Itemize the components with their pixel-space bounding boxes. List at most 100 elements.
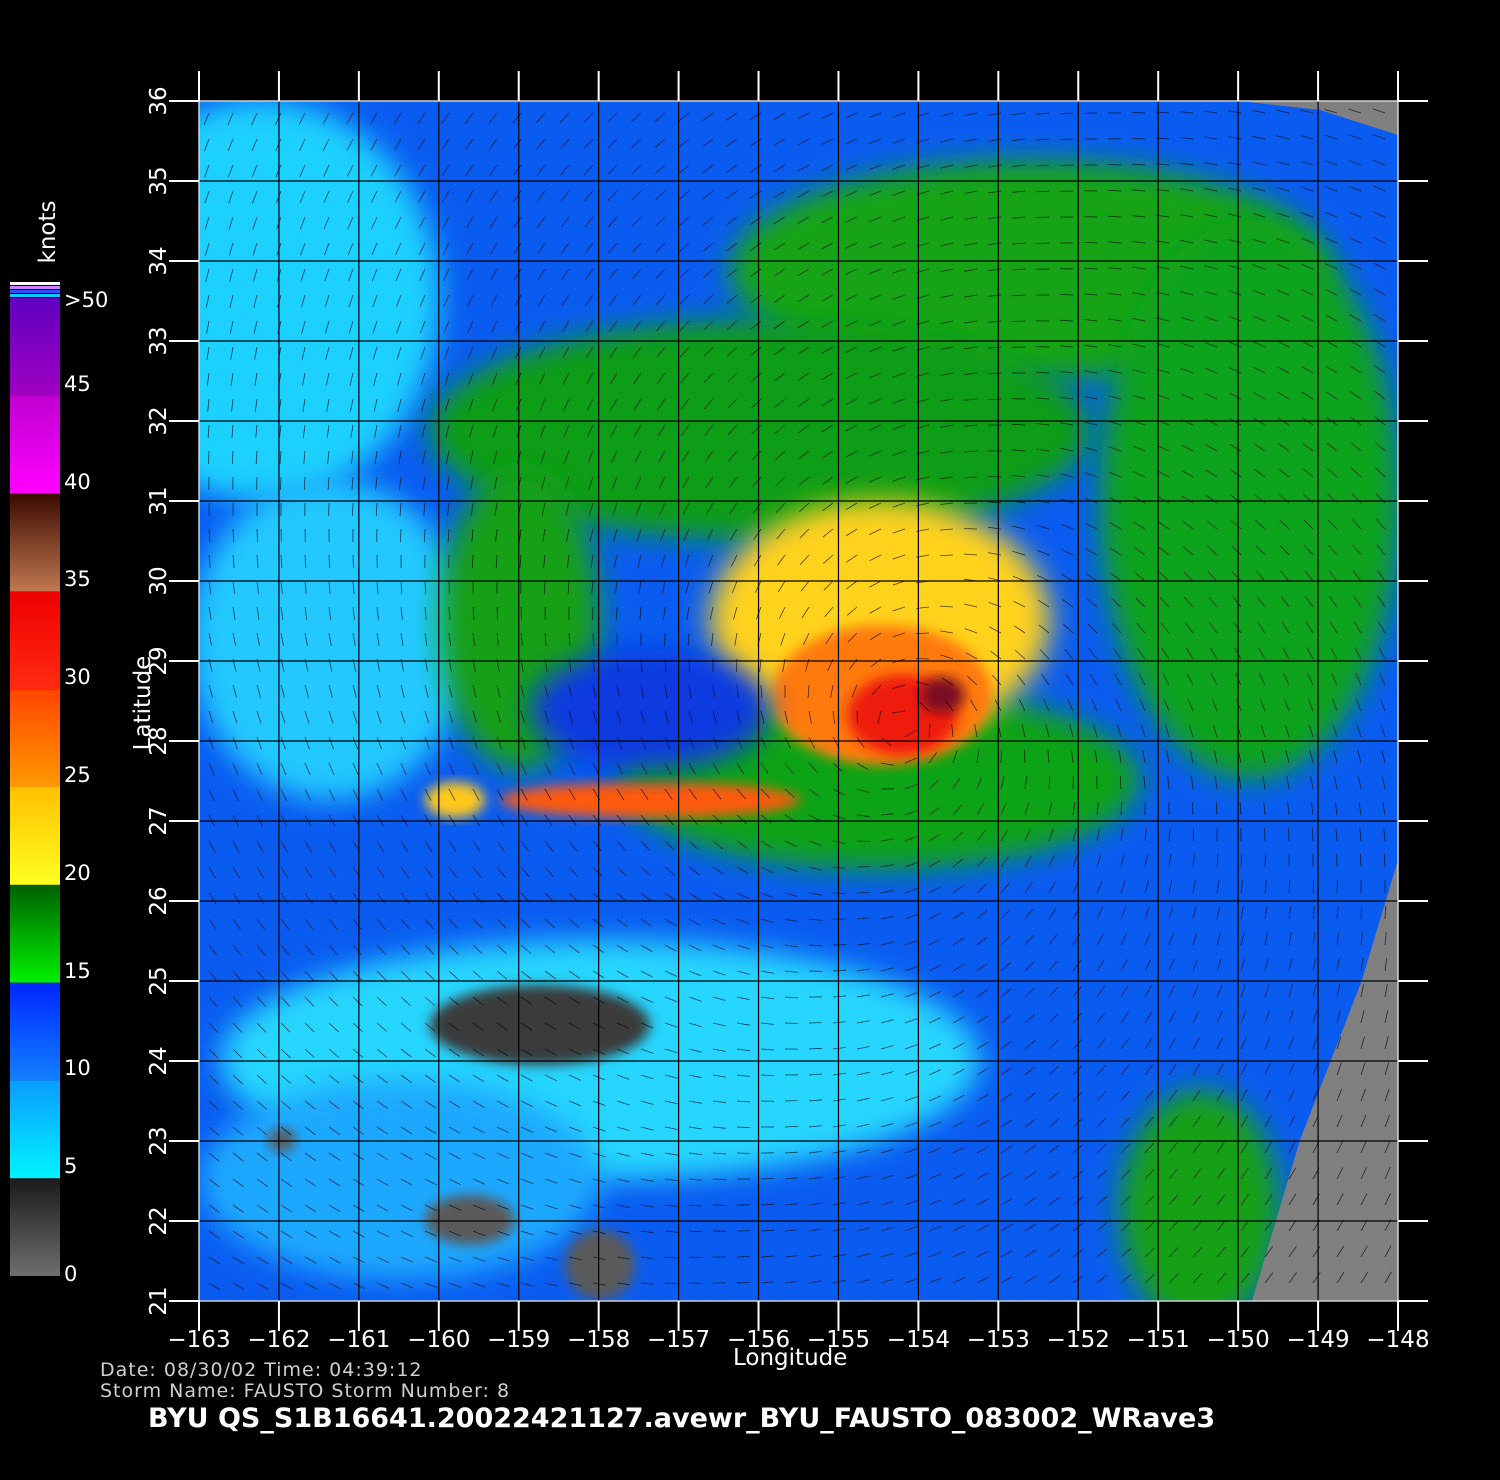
wind-barb: [592, 866, 603, 877]
wind-barb: [750, 268, 762, 278]
wind-barb: [1048, 987, 1059, 998]
wind-barb: [688, 1178, 702, 1181]
wind-barb: [664, 1022, 678, 1028]
wind-barb: [892, 164, 906, 170]
wind-barb: [904, 1122, 918, 1128]
wind-barb: [1115, 698, 1122, 712]
wind-barb: [856, 788, 870, 793]
wind-barb: [1168, 827, 1171, 842]
wind-barb: [976, 776, 983, 790]
wind-barb: [1348, 185, 1362, 192]
wind-barb: [1253, 341, 1266, 348]
wind-barb: [688, 1022, 702, 1028]
wind-barb: [1216, 1194, 1226, 1206]
wind-barb: [687, 632, 690, 647]
wind-barb: [1381, 750, 1386, 764]
wind-barb: [798, 424, 810, 434]
wind-barb: [784, 1151, 799, 1154]
wind-barb: [1260, 724, 1266, 738]
wind-barb: [1096, 828, 1100, 842]
wind-barb: [798, 450, 810, 460]
wind-barb: [1168, 1168, 1178, 1180]
wind-barb: [1088, 648, 1098, 660]
wind-barb: [1144, 1064, 1153, 1076]
wind-barb: [448, 1074, 461, 1083]
wind-barb: [1134, 547, 1146, 556]
wind-barb: [1084, 370, 1098, 374]
wind-barb: [632, 242, 642, 253]
wind-barb: [232, 1074, 243, 1085]
wind-barb: [656, 320, 666, 332]
wind-barb: [490, 268, 498, 281]
wind-barb: [302, 424, 306, 438]
wind-barb: [299, 190, 306, 204]
wind-barb: [496, 840, 505, 852]
wind-barb: [1048, 1196, 1060, 1206]
wind-barb: [304, 1230, 317, 1238]
colorbar-band: [10, 1178, 60, 1276]
wind-barb: [424, 684, 429, 698]
wind-barb: [1064, 648, 1074, 660]
wind-barb: [678, 190, 690, 200]
wind-barb: [940, 372, 954, 376]
wind-barb: [798, 398, 810, 407]
wind-barb: [1214, 776, 1218, 790]
wind-barb: [856, 994, 870, 998]
wind-barb: [1120, 1169, 1131, 1180]
wind-barb: [490, 242, 498, 255]
wind-barb: [1384, 1271, 1392, 1284]
wind-barb: [304, 1152, 316, 1161]
wind-barb: [520, 996, 532, 1005]
wind-barb: [1011, 449, 1026, 452]
wind-barb: [880, 1226, 894, 1232]
wind-barb: [280, 788, 287, 801]
wind-barb: [1228, 110, 1242, 114]
wind-barb: [1192, 958, 1199, 972]
wind-barb: [328, 1126, 340, 1135]
wind-barb: [568, 944, 580, 954]
wind-barb: [1264, 1167, 1273, 1180]
y-tick-label: 34: [146, 246, 172, 276]
wind-barb: [880, 838, 894, 842]
wind-barb: [448, 632, 452, 646]
wind-barb: [1377, 595, 1386, 608]
wind-barb: [1215, 801, 1218, 816]
wind-barb: [1360, 1062, 1366, 1076]
wind-barb: [300, 242, 306, 256]
wind-barb: [520, 632, 523, 646]
wind-barb: [655, 216, 666, 227]
wind-barb: [568, 632, 571, 647]
wind-barb: [702, 138, 714, 148]
wind-barb: [1062, 599, 1074, 608]
wind-barb: [1192, 1168, 1202, 1180]
wind-barb: [678, 164, 690, 174]
wind-barb: [1281, 621, 1290, 634]
wind-barb: [520, 1100, 533, 1108]
wind-barb: [703, 268, 714, 278]
wind-barb: [400, 1074, 412, 1083]
wind-barb: [254, 346, 258, 360]
wind-barb: [1331, 673, 1338, 686]
wind-barb: [822, 502, 834, 512]
wind-barb: [207, 424, 210, 439]
wind-barb: [586, 372, 594, 385]
wind-barb: [1000, 1067, 1012, 1076]
wind-barb: [520, 710, 526, 724]
wind-barb: [1204, 342, 1218, 348]
wind-barb: [424, 1230, 438, 1237]
wind-barb: [801, 606, 810, 619]
wind-barb: [1280, 570, 1290, 582]
wind-barb: [1182, 546, 1194, 556]
wind-barb: [760, 918, 774, 924]
wind-barb: [348, 294, 354, 308]
wind-barb: [1168, 1011, 1176, 1024]
wind-barb: [232, 944, 242, 956]
wind-barb: [821, 190, 834, 198]
wind-barb: [892, 554, 906, 560]
wind-barb: [397, 398, 402, 412]
wind-barb: [1084, 472, 1098, 478]
wind-barb: [1000, 1224, 1013, 1232]
wind-barb: [328, 710, 334, 724]
wind-barb: [1000, 829, 1008, 842]
wind-barb: [1192, 854, 1195, 868]
